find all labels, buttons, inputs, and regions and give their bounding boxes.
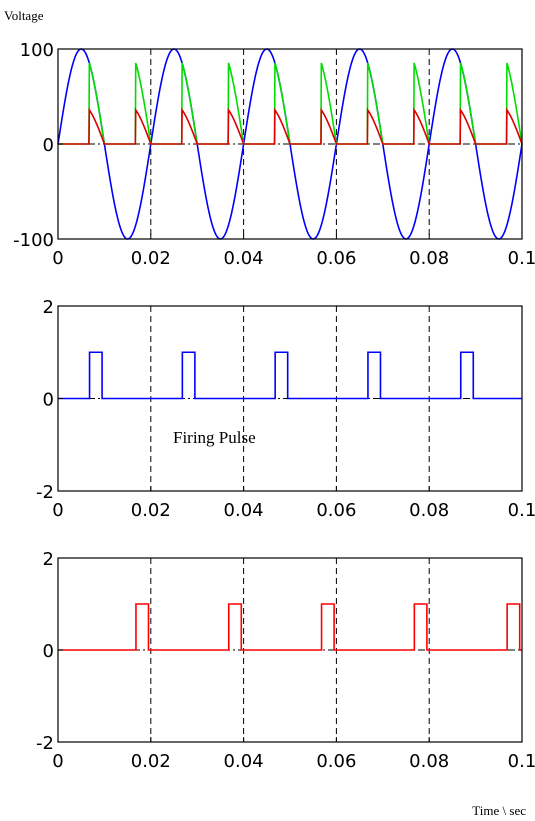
y-axis-title: Voltage bbox=[4, 8, 44, 23]
y-tick-label: 100 bbox=[20, 40, 54, 61]
series-2-line bbox=[58, 62, 523, 145]
x-tick-label: 0.06 bbox=[316, 500, 356, 521]
y-tick-label: -100 bbox=[13, 230, 54, 251]
x-tick-label: 0.1 bbox=[508, 248, 535, 269]
y-tick-label: 0 bbox=[43, 135, 54, 156]
x-tick-label: 0.1 bbox=[508, 500, 535, 521]
x-tick-label: 0.06 bbox=[316, 751, 356, 772]
y-tick-label: -2 bbox=[36, 733, 54, 754]
x-tick-label: 0.06 bbox=[316, 248, 356, 269]
series-1-line bbox=[58, 603, 522, 651]
x-tick-label: 0 bbox=[52, 248, 63, 269]
y-tick-label: -2 bbox=[36, 482, 54, 503]
series-1-line bbox=[58, 351, 522, 400]
x-tick-label: 0.02 bbox=[131, 751, 171, 772]
x-tick-label: 0.02 bbox=[131, 248, 171, 269]
y-tick-label: 2 bbox=[43, 297, 54, 318]
y-tick-label: 0 bbox=[43, 390, 54, 411]
panel-firing-pulse-2: 0 0.02 0.04 0.06 0.08 0.1-202 bbox=[36, 549, 535, 772]
x-tick-label: 0.1 bbox=[508, 751, 535, 772]
y-tick-label: 2 bbox=[43, 549, 54, 570]
x-tick-label: 0.04 bbox=[224, 751, 264, 772]
annotation-label: Firing Pulse bbox=[173, 428, 256, 447]
x-tick-label: 0 bbox=[52, 751, 63, 772]
series-3-line bbox=[58, 107, 523, 145]
y-tick-label: 0 bbox=[43, 641, 54, 662]
x-tick-label: 0.02 bbox=[131, 500, 171, 521]
x-tick-label: 0.08 bbox=[409, 751, 449, 772]
x-tick-label: 0.04 bbox=[224, 248, 264, 269]
x-tick-label: 0.04 bbox=[224, 500, 264, 521]
x-axis-title: Time \ sec bbox=[472, 803, 526, 818]
x-tick-label: 0.08 bbox=[409, 500, 449, 521]
x-tick-label: 0 bbox=[52, 500, 63, 521]
x-tick-label: 0.08 bbox=[409, 248, 449, 269]
